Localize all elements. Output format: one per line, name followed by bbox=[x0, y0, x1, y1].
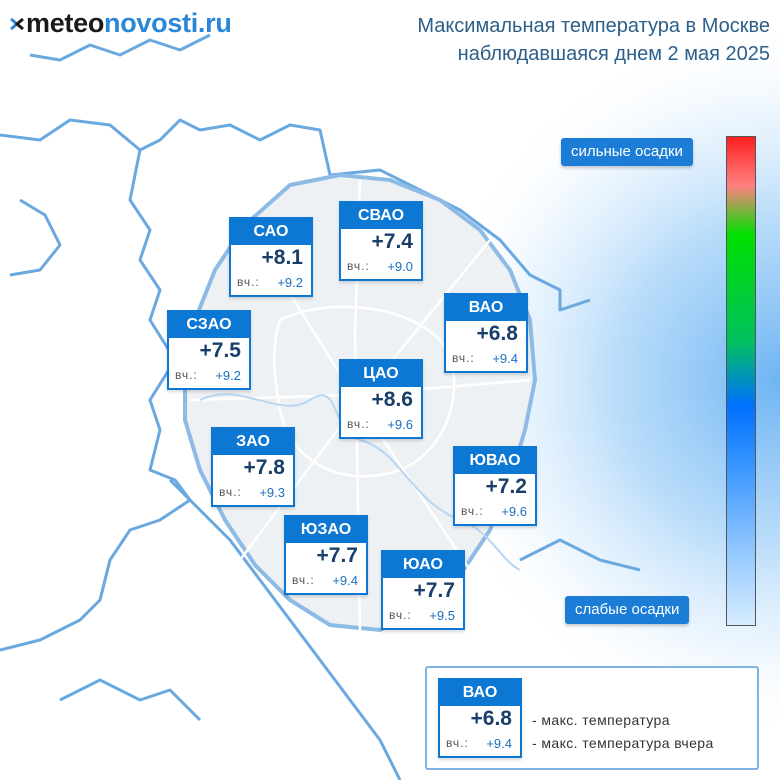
legend-sample-yesterday: +9.4 bbox=[486, 736, 512, 751]
district-yesterday-temp: +9.4 bbox=[332, 573, 358, 588]
yesterday-label: вч.: bbox=[452, 351, 475, 365]
district-name: ЮВАО bbox=[455, 448, 535, 474]
district-name: СЗАО bbox=[169, 312, 249, 338]
precipitation-scale-bar bbox=[726, 136, 756, 626]
yesterday-label: вч.: bbox=[237, 275, 260, 289]
district-yesterday-temp: +9.2 bbox=[277, 275, 303, 290]
district-name: ЮЗАО bbox=[286, 517, 366, 543]
district-yesterday-temp: +9.3 bbox=[259, 485, 285, 500]
district-name: ЮАО bbox=[383, 552, 463, 578]
legend-sample-card: ВАО +6.8 вч.: +9.4 bbox=[438, 678, 522, 758]
district-temp: +7.4 bbox=[371, 230, 413, 253]
legend-max-temp-text: - макс. температура bbox=[532, 712, 670, 728]
district-temp: +6.8 bbox=[476, 322, 518, 345]
district-card-szao: СЗАО +7.5 вч.: +9.2 bbox=[167, 310, 251, 390]
district-card-yuvao: ЮВАО +7.2 вч.: +9.6 bbox=[453, 446, 537, 526]
district-temp: +7.7 bbox=[413, 579, 455, 602]
logo: meteo novosti.ru bbox=[10, 8, 232, 39]
district-temp: +8.1 bbox=[261, 246, 303, 269]
district-yesterday-temp: +9.5 bbox=[429, 608, 455, 623]
yesterday-label: вч.: bbox=[347, 417, 370, 431]
map-title-line2: наблюдавшаяся днем 2 мая 2025 bbox=[457, 43, 770, 65]
scale-bottom-label: слабые осадки bbox=[565, 596, 690, 624]
yesterday-label: вч.: bbox=[446, 736, 469, 750]
scale-top-label: сильные осадки bbox=[561, 138, 693, 166]
yesterday-label: вч.: bbox=[461, 504, 484, 518]
map-title-line1: Максимальная температура в Москве bbox=[417, 15, 770, 37]
legend-sample-temp: +6.8 bbox=[470, 707, 512, 730]
district-yesterday-temp: +9.6 bbox=[501, 504, 527, 519]
yesterday-label: вч.: bbox=[389, 608, 412, 622]
district-temp: +7.2 bbox=[485, 475, 527, 498]
district-card-sao: САО +8.1 вч.: +9.2 bbox=[229, 217, 313, 297]
district-card-cao: ЦАО +8.6 вч.: +9.6 bbox=[339, 359, 423, 439]
district-name: САО bbox=[231, 219, 311, 245]
district-yesterday-temp: +9.4 bbox=[492, 351, 518, 366]
district-temp: +8.6 bbox=[371, 388, 413, 411]
legend-sample-name: ВАО bbox=[440, 680, 520, 706]
district-temp: +7.5 bbox=[199, 339, 241, 362]
logo-text-novosti: novosti.ru bbox=[104, 8, 232, 38]
legend-max-temp-yesterday-text: - макс. температура вчера bbox=[532, 735, 714, 751]
yesterday-label: вч.: bbox=[292, 573, 315, 587]
district-name: ЦАО bbox=[341, 361, 421, 387]
district-yesterday-temp: +9.2 bbox=[215, 368, 241, 383]
district-card-zao: ЗАО +7.8 вч.: +9.3 bbox=[211, 427, 295, 507]
district-temp: +7.7 bbox=[316, 544, 358, 567]
district-card-yuzao: ЮЗАО +7.7 вч.: +9.4 bbox=[284, 515, 368, 595]
district-name: ВАО bbox=[446, 295, 526, 321]
yesterday-label: вч.: bbox=[219, 485, 242, 499]
district-yesterday-temp: +9.0 bbox=[387, 259, 413, 274]
district-yesterday-temp: +9.6 bbox=[387, 417, 413, 432]
district-name: ЗАО bbox=[213, 429, 293, 455]
logo-mark-icon bbox=[10, 17, 24, 30]
district-card-yuao: ЮАО +7.7 вч.: +9.5 bbox=[381, 550, 465, 630]
yesterday-label: вч.: bbox=[347, 259, 370, 273]
district-card-vao: ВАО +6.8 вч.: +9.4 bbox=[444, 293, 528, 373]
logo-text-meteo: meteo bbox=[26, 8, 105, 38]
yesterday-label: вч.: bbox=[175, 368, 198, 382]
district-temp: +7.8 bbox=[243, 456, 285, 479]
district-name: СВАО bbox=[341, 203, 421, 229]
map-title: Максимальная температура в Москве наблюд… bbox=[417, 12, 770, 68]
district-card-svao: СВАО +7.4 вч.: +9.0 bbox=[339, 201, 423, 281]
